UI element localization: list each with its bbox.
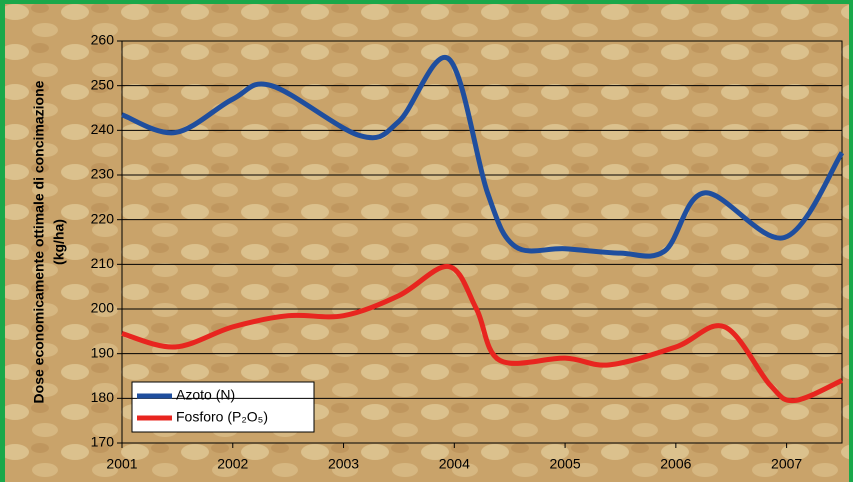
y-tick-label: 240 — [91, 121, 115, 137]
x-tick-label: 2001 — [106, 456, 137, 472]
x-tick-label: 2006 — [660, 456, 691, 472]
line — [121, 264, 844, 404]
x-tick-label: 2004 — [439, 456, 470, 472]
y-tick-label: 210 — [91, 255, 115, 271]
legend — [131, 381, 315, 433]
y-tick-label: 220 — [91, 210, 115, 226]
y-tick-label: 260 — [91, 32, 115, 48]
legend-label: Azoto (N) — [176, 387, 235, 403]
y-tick-label: 200 — [91, 300, 115, 316]
y-tick-label: 230 — [91, 166, 115, 182]
y-tick-label: 170 — [91, 434, 115, 450]
y-tick-label: 190 — [91, 344, 115, 360]
x-tick-label: 2002 — [217, 456, 248, 472]
x-tick-label: 2005 — [549, 456, 580, 472]
line — [121, 54, 845, 259]
y-axis-title: (kg/ha) — [51, 219, 67, 265]
y-axis-title: Dose economicamente ottimale di concimaz… — [31, 80, 47, 403]
y-tick-label: 250 — [91, 76, 115, 92]
legend-label: Fosforo (P₂O₅) — [176, 409, 268, 425]
x-tick-label: 2003 — [328, 456, 359, 472]
x-tick-label: 2007 — [771, 456, 802, 472]
y-tick-label: 180 — [91, 389, 115, 405]
